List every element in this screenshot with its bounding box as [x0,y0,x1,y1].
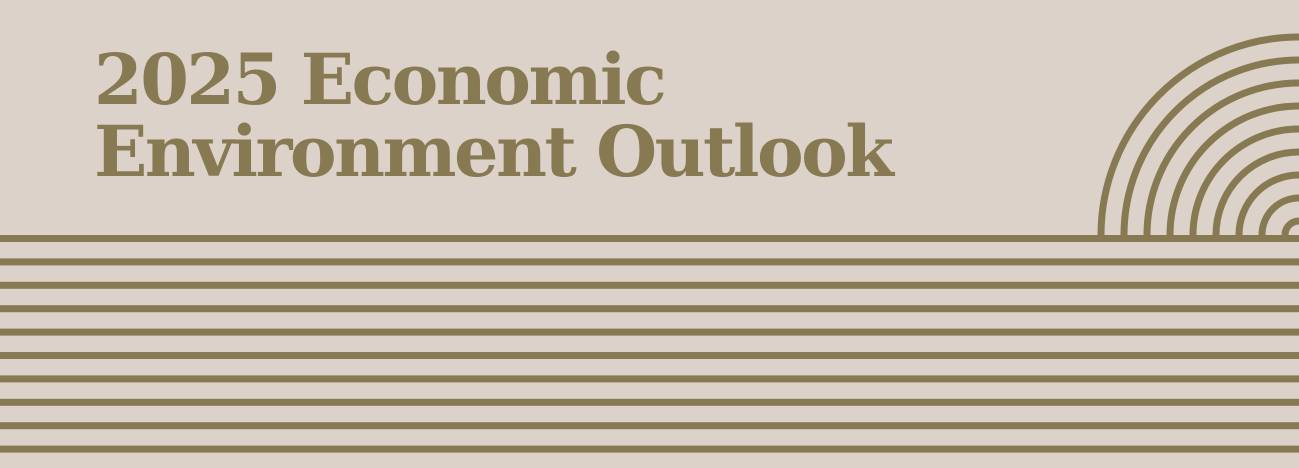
stripe [0,281,1299,289]
stripe [0,375,1299,383]
horizontal-stripes-icon [0,235,1299,453]
title-line-1: 2025 Economic [94,38,667,121]
arc [1120,56,1299,236]
stripe [0,398,1299,406]
stripe [0,305,1299,313]
stripe [0,352,1299,359]
stripe [0,422,1299,430]
arc [1166,102,1299,236]
arc [1235,171,1299,236]
stripe [0,258,1299,266]
arc [1212,148,1299,236]
arc [1143,79,1299,236]
concentric-arcs-icon [1097,33,1299,236]
arc [1097,33,1299,236]
stripe [0,235,1299,242]
page-title: 2025 Economic Environment Outlook [94,38,894,193]
stripe [0,445,1299,453]
arc [1281,217,1299,236]
stripe [0,328,1299,336]
arc [1189,125,1299,236]
arc [1258,194,1299,236]
title-line-2: Environment Outlook [94,110,894,193]
